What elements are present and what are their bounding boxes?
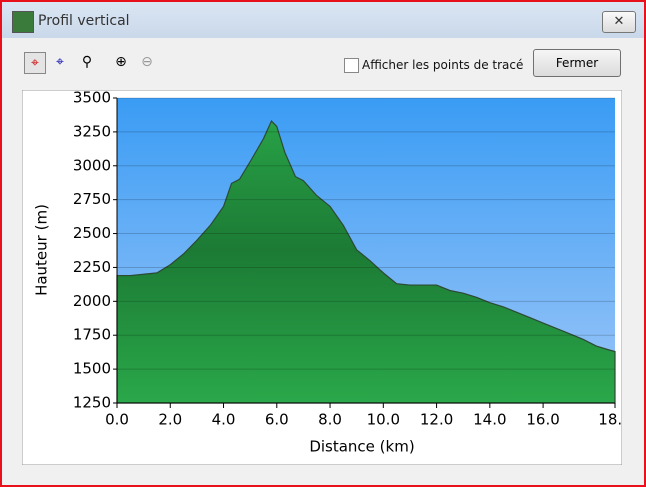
chart: Hauteur (m) Distance (km) 1250 1500 1750 20… bbox=[22, 90, 622, 465]
y-tick-label: 2250 bbox=[73, 258, 111, 276]
close-button[interactable]: Fermer bbox=[533, 49, 621, 77]
x-tick-label: 12.0 bbox=[420, 411, 453, 429]
window-title: Profil vertical bbox=[38, 13, 130, 29]
zoom-in-tool[interactable]: ⊕ bbox=[115, 54, 127, 70]
checkbox-label[interactable]: Afficher les points de tracé bbox=[362, 58, 524, 72]
x-tick-label: 16.0 bbox=[526, 411, 559, 429]
close-window-button[interactable]: ✕ bbox=[602, 11, 636, 33]
zoom-rect-tool[interactable]: ⚲ bbox=[81, 54, 93, 70]
elevation-area bbox=[116, 119, 616, 404]
checkbox[interactable] bbox=[344, 58, 359, 73]
x-tick-label: 0.0 bbox=[105, 411, 129, 429]
y-tick-label: 3000 bbox=[73, 156, 111, 174]
y-tick-label: 1750 bbox=[73, 326, 111, 344]
title-bar: Profil vertical ✕ bbox=[2, 2, 644, 38]
y-tick-label: 3500 bbox=[73, 90, 111, 107]
app-icon bbox=[12, 11, 34, 33]
y-tick-label: 2750 bbox=[73, 190, 111, 208]
x-tick-label: 4.0 bbox=[212, 411, 236, 429]
y-tick-label: 1250 bbox=[73, 394, 111, 412]
y-axis-label: Hauteur (m) bbox=[33, 204, 51, 296]
x-tick-label: 14.0 bbox=[473, 411, 506, 429]
y-tick-label: 2000 bbox=[73, 292, 111, 310]
x-axis-label: Distance (km) bbox=[309, 438, 414, 456]
x-tick-label: 6.0 bbox=[265, 411, 289, 429]
y-tick-label: 3250 bbox=[73, 122, 111, 140]
x-tick-label: 18.7 bbox=[598, 411, 622, 429]
zoom-out-tool[interactable]: ⊖ bbox=[141, 54, 153, 70]
crosshair-tool[interactable]: ⌖ bbox=[24, 52, 46, 74]
x-tick-label: 10.0 bbox=[367, 411, 400, 429]
x-tick-label: 2.0 bbox=[158, 411, 182, 429]
y-tick-label: 2500 bbox=[73, 224, 111, 242]
y-tick-label: 1500 bbox=[73, 360, 111, 378]
crosshair-blue-tool[interactable]: ⌖ bbox=[56, 54, 64, 70]
x-tick-label: 8.0 bbox=[318, 411, 342, 429]
